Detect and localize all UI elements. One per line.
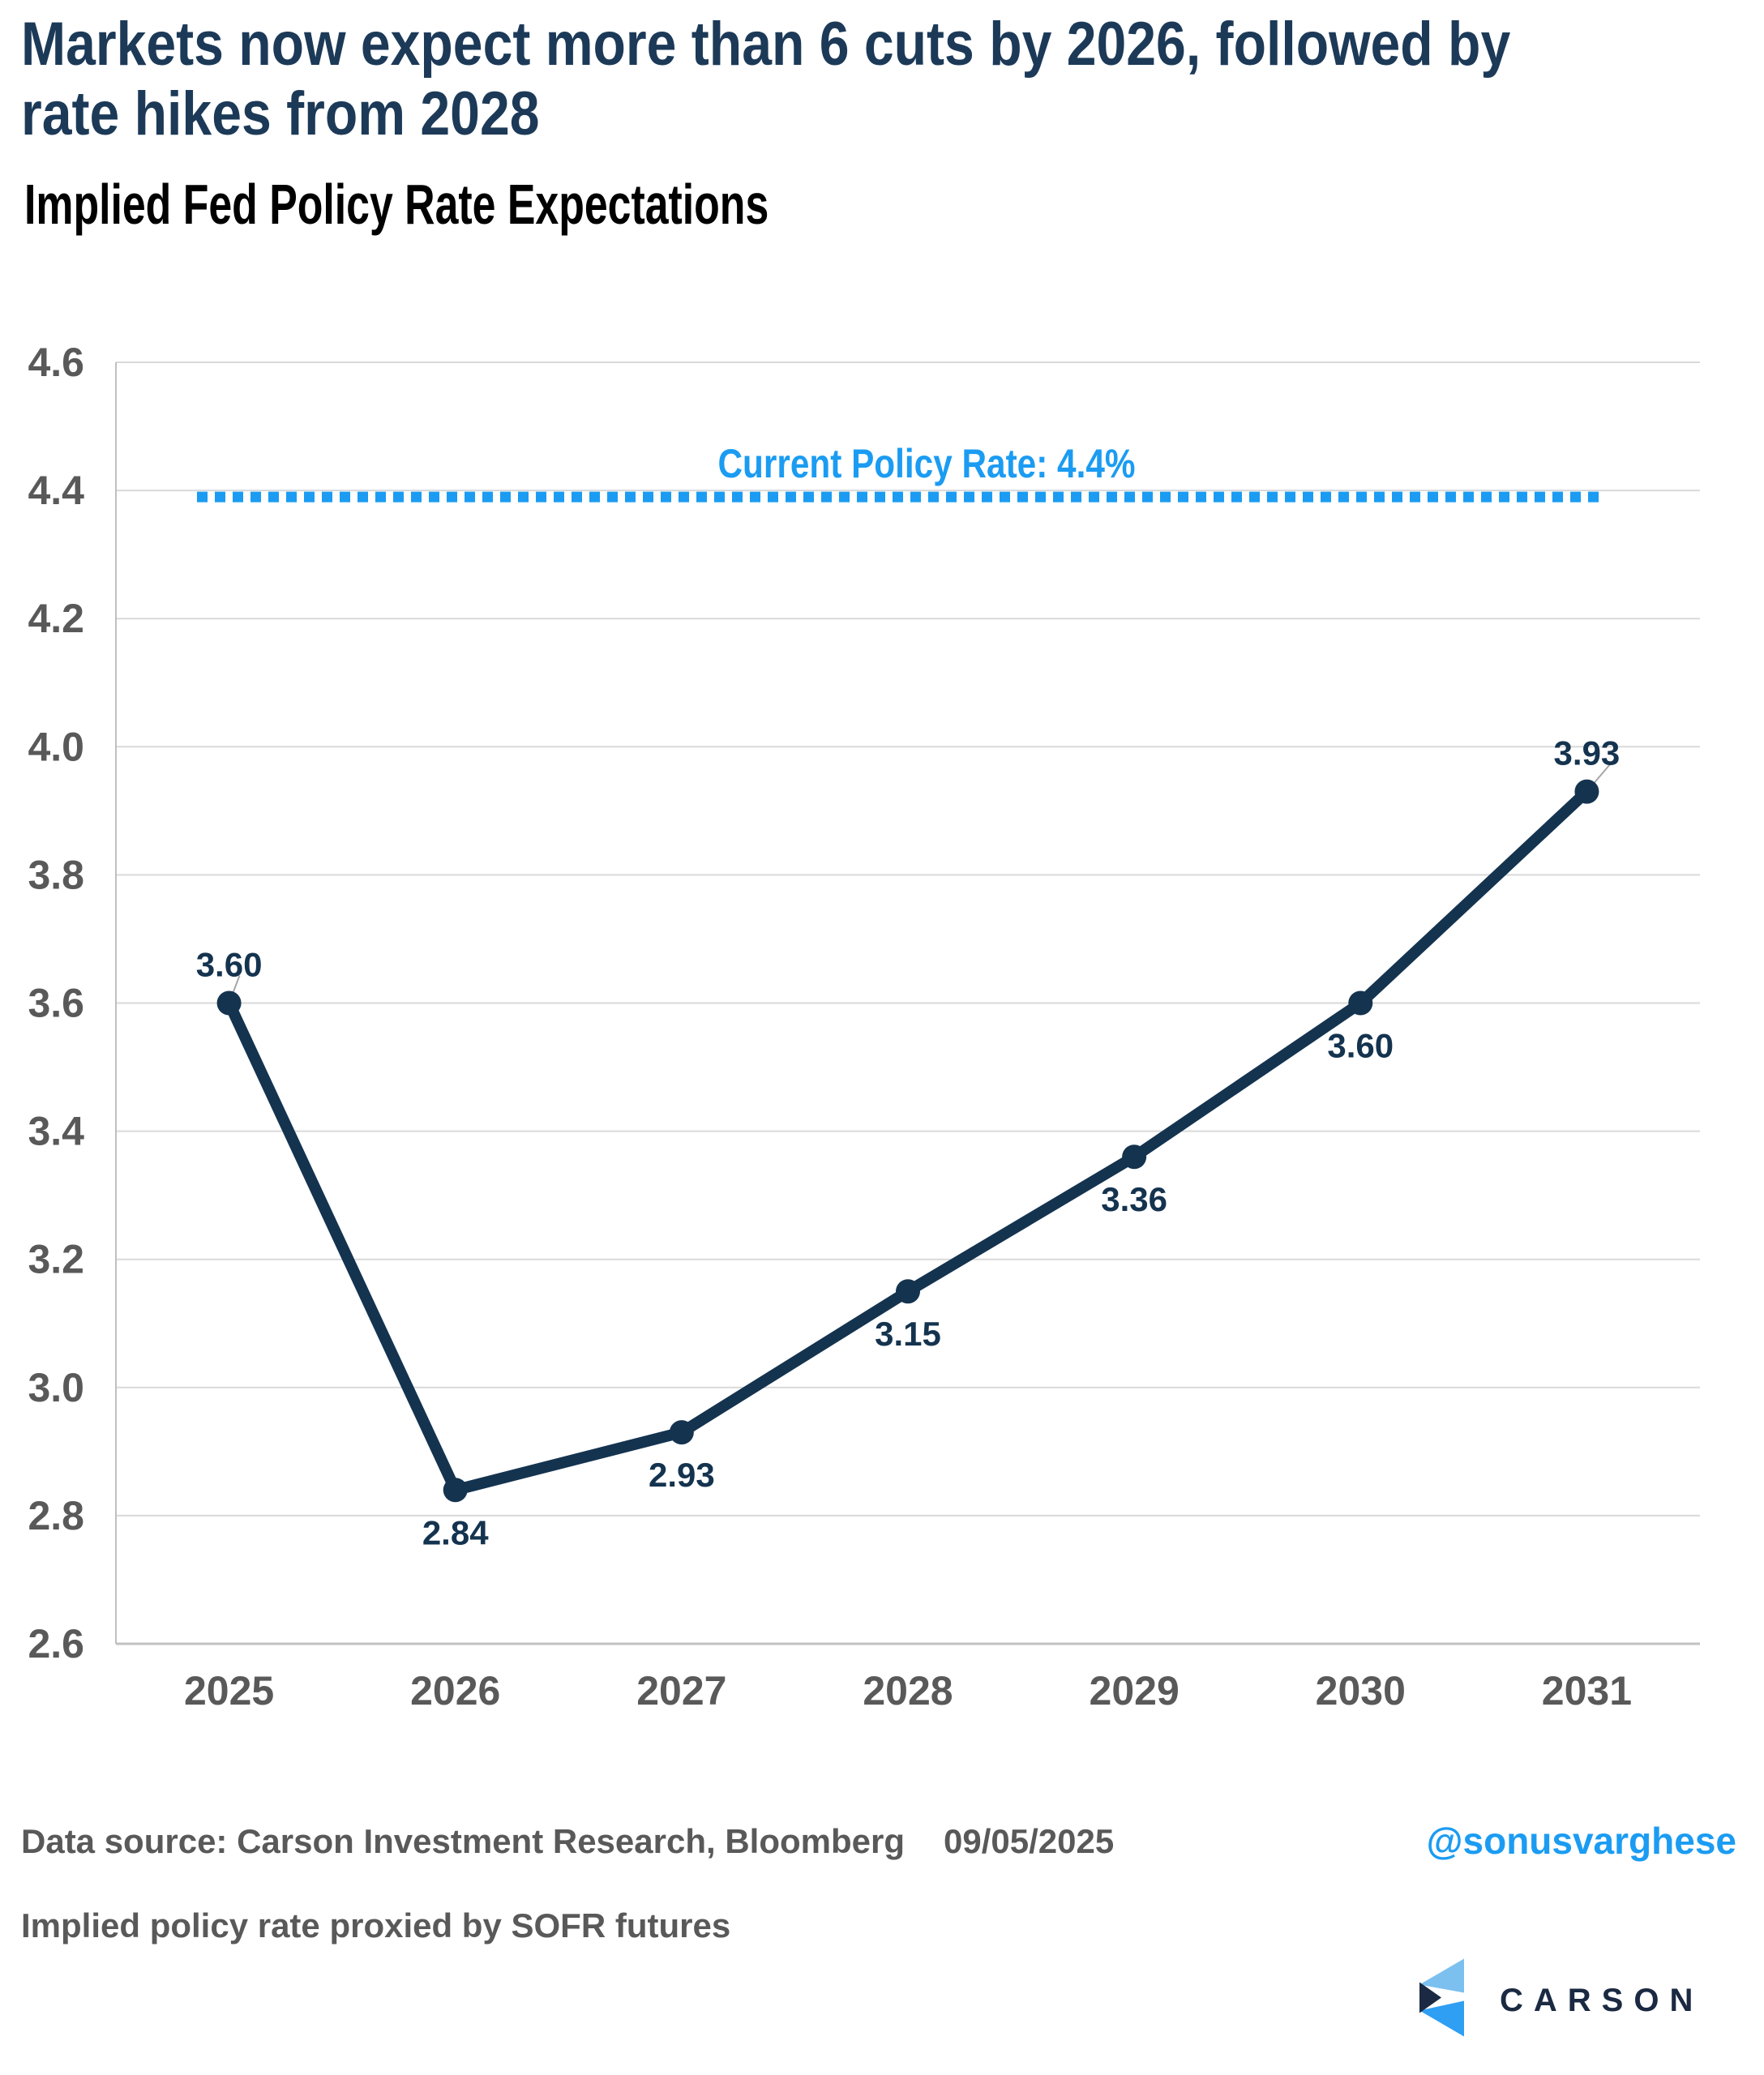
chart-subtitle: Implied Fed Policy Rate Expectations — [24, 173, 769, 236]
author-handle: @sonusvarghese — [1426, 1820, 1736, 1862]
y-axis-tick-label: 4.2 — [28, 596, 84, 641]
y-axis-tick-label: 3.4 — [28, 1109, 84, 1154]
data-point-label: 3.93 — [1554, 734, 1621, 772]
y-axis-tick-label: 4.0 — [28, 724, 84, 769]
data-line — [223, 785, 1593, 1496]
y-axis-tick-label: 4.6 — [28, 340, 84, 385]
y-axis-tick-label: 2.8 — [28, 1493, 84, 1538]
y-axis-tick-label: 3.2 — [28, 1237, 84, 1282]
data-point-marker — [1348, 990, 1373, 1016]
y-axis-tick-label: 3.6 — [28, 981, 84, 1026]
y-axis-tick-label: 3.0 — [28, 1365, 84, 1410]
x-axis-tick-label: 2028 — [863, 1668, 953, 1713]
data-point-marker — [1574, 779, 1599, 804]
data-point-label: 3.15 — [875, 1315, 941, 1353]
chart-title: Markets now expect more than 6 cuts by 2… — [21, 10, 1511, 148]
x-axis-tick-label: 2026 — [410, 1668, 500, 1713]
y-axis-tick-label: 4.4 — [28, 468, 84, 513]
data-point-marker — [216, 990, 242, 1016]
y-axis-tick-label: 2.6 — [28, 1621, 84, 1666]
x-axis-tick-label: 2029 — [1090, 1668, 1180, 1713]
carson-logo: CARSON — [1419, 1958, 1760, 2047]
data-source-text: Data source: Carson Investment Research,… — [21, 1822, 905, 1860]
data-point-marker — [669, 1420, 694, 1445]
y-axis-tick-label: 3.8 — [28, 852, 84, 897]
x-axis-tick-label: 2025 — [184, 1668, 274, 1713]
data-point-label: 3.60 — [1327, 1027, 1394, 1065]
x-axis-tick-label: 2027 — [636, 1668, 726, 1713]
x-axis-tick-label: 2031 — [1542, 1668, 1632, 1713]
carson-logo-icon — [1419, 1958, 1464, 2037]
data-point-label: 3.36 — [1101, 1180, 1167, 1218]
logo-top-chevron — [1419, 1958, 1464, 1993]
data-point-label: 2.93 — [649, 1456, 715, 1494]
data-point-marker — [443, 1478, 468, 1503]
chart-date: 09/05/2025 — [944, 1822, 1115, 1860]
reference-line-label: Current Policy Rate: 4.4% — [718, 441, 1136, 486]
data-point-label: 2.84 — [422, 1513, 489, 1551]
logo-bottom-chevron — [1419, 2000, 1464, 2037]
data-point-label: 3.60 — [196, 946, 263, 984]
data-point-marker — [896, 1279, 920, 1304]
logo-dark-triangle — [1419, 1982, 1441, 2013]
footer-note: Implied policy rate proxied by SOFR futu… — [21, 1906, 731, 1945]
x-axis-tick-label: 2030 — [1316, 1668, 1406, 1713]
carson-logo-wordmark: CARSON — [1500, 1983, 1704, 2018]
data-point-marker — [1122, 1144, 1147, 1170]
footer-source: Data source: Carson Investment Research,… — [21, 1822, 1114, 1861]
